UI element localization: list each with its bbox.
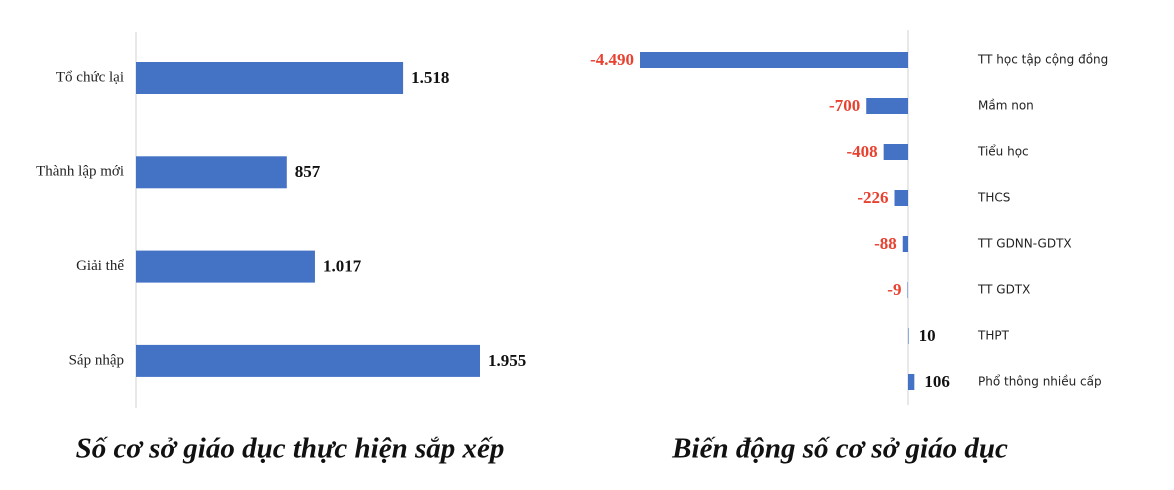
bar <box>136 344 480 377</box>
bar <box>640 52 908 68</box>
bar <box>136 250 315 283</box>
chart-title: Số cơ sở giáo dục thực hiện sắp xếp <box>76 433 505 465</box>
value-label: 1.518 <box>411 68 449 87</box>
value-label: 857 <box>295 162 321 181</box>
category-label: Thành lập mới <box>36 164 124 180</box>
value-label: 1.955 <box>488 351 526 370</box>
bar <box>907 282 908 298</box>
bar <box>902 236 908 252</box>
bar <box>136 62 404 94</box>
category-label: TT GDNN-GDTX <box>977 237 1072 251</box>
bar <box>866 98 908 114</box>
value-label: -9 <box>887 280 901 299</box>
category-label: Tổ chức lại <box>56 69 124 85</box>
category-label: THCS <box>977 191 1010 205</box>
value-label: 10 <box>919 326 936 345</box>
value-label: 106 <box>924 372 950 391</box>
value-label: -226 <box>857 188 888 207</box>
bar <box>136 156 287 189</box>
category-label: Phổ thông nhiều cấp <box>978 375 1102 389</box>
category-label: Sáp nhập <box>69 352 124 368</box>
category-label: TT học tập cộng đồng <box>977 53 1108 67</box>
category-label: Tiểu học <box>977 145 1029 159</box>
category-label: TT GDTX <box>977 283 1030 297</box>
bar <box>908 328 909 344</box>
value-label: -88 <box>874 234 897 253</box>
value-label: -408 <box>846 142 877 161</box>
value-label: 1.017 <box>323 257 362 276</box>
category-label: Mầm non <box>978 99 1034 113</box>
bar <box>883 144 908 160</box>
bar <box>894 190 908 206</box>
category-label: Giải thể <box>76 258 124 274</box>
chart-title: Biến động số cơ sở giáo dục <box>671 433 1008 465</box>
value-label: -4.490 <box>590 50 634 69</box>
category-label: THPT <box>977 329 1010 343</box>
value-label: -700 <box>829 96 860 115</box>
bar <box>908 374 915 390</box>
